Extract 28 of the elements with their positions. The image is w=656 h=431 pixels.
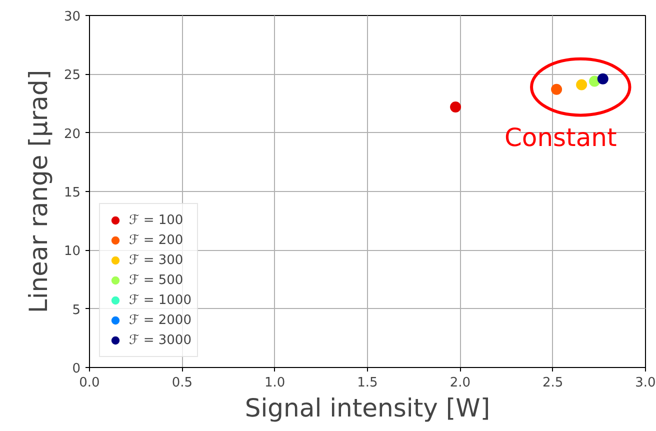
point	[551, 84, 562, 95]
point	[450, 102, 462, 113]
y-axis-title: Linear range [μrad]	[24, 70, 53, 314]
x-tick-label: 0.0	[79, 376, 100, 390]
x-tick-label: 2.5	[542, 376, 564, 390]
y-tick-label: 30	[64, 10, 81, 24]
legend-label: ℱ = 200	[129, 232, 184, 248]
y-tick-label: 0	[72, 362, 81, 376]
legend-label: ℱ = 1000	[129, 292, 192, 308]
y-tick-label: 10	[64, 244, 81, 260]
x-tick-label: 3.0	[635, 376, 656, 390]
legend-label: ℱ = 500	[129, 272, 184, 288]
x-tick-label: 2.0	[450, 376, 471, 390]
legend-label: ℱ = 3000	[129, 332, 192, 348]
y-tick-label: 25	[64, 68, 81, 84]
legend-label: ℱ = 300	[129, 252, 184, 268]
legend-label: ℱ = 100	[129, 212, 184, 228]
y-tick-label: 15	[64, 186, 81, 200]
point	[597, 73, 608, 84]
y-tick-label: 20	[64, 126, 81, 142]
x-tick-label: 0.5	[172, 376, 193, 390]
x-axis-title: Signal intensity [W]	[244, 394, 490, 422]
y-tick-label: 5	[72, 302, 81, 318]
x-tick-label: 1.5	[357, 376, 378, 390]
point	[576, 79, 588, 90]
legend-label: ℱ = 2000	[129, 312, 192, 328]
x-tick-label: 1.0	[264, 376, 286, 390]
annotation: Constant	[504, 123, 618, 152]
